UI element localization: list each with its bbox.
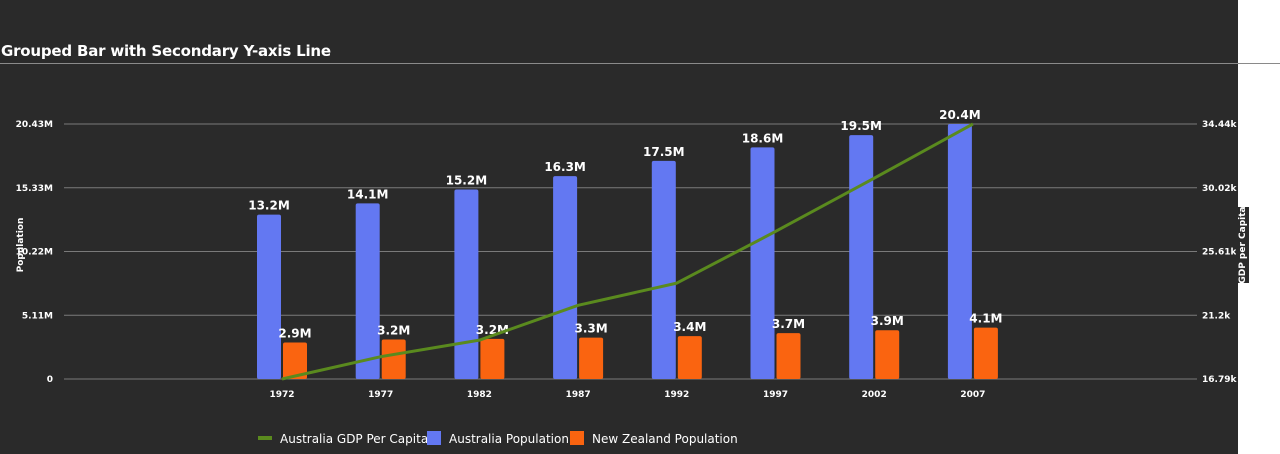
bar: [283, 342, 307, 379]
bar-data-label: 3.4M: [673, 320, 706, 334]
left-tick-label: 0: [47, 375, 53, 385]
left-tick-label: 5.11M: [22, 311, 53, 321]
bar-data-label: 3.2M: [377, 324, 410, 338]
bar: [947, 124, 972, 379]
legend-label: Australia Population: [449, 432, 569, 446]
bar: [257, 214, 281, 379]
left-axis-title: Population: [16, 218, 26, 273]
bar: [677, 336, 702, 379]
bar-data-label: 3.3M: [574, 322, 607, 336]
x-tick-label: 1977: [368, 390, 393, 400]
x-tick-label: 1997: [763, 390, 788, 400]
bar: [750, 147, 775, 379]
bar-data-label: 14.1M: [347, 187, 389, 201]
left-axis-ticks: 0 5.11M 10.22M 15.33M 20.43M: [16, 120, 53, 385]
right-tick-label: 34.44k: [1202, 120, 1237, 130]
gridlines: [64, 123, 1197, 380]
bar: [849, 135, 874, 379]
bar: [579, 337, 604, 379]
x-tick-label: 2007: [960, 390, 985, 400]
chart-panel: [0, 0, 1238, 454]
bar-data-label: 4.1M: [969, 312, 1002, 326]
gdp-line: [281, 122, 974, 381]
bar-data-labels: 13.2M 14.1M 15.2M 16.3M 17.5M 18.6M 19.5M 20.4M…: [248, 108, 1002, 340]
x-tick-label: 1982: [467, 390, 492, 400]
bar-data-label: 19.5M: [840, 119, 882, 133]
axis-titles: Population GDP per Capita: [16, 206, 1249, 284]
bar: [776, 333, 801, 379]
bar: [454, 189, 479, 379]
bar-data-label: 13.2M: [248, 199, 290, 213]
right-tick-label: 21.2k: [1202, 311, 1231, 321]
legend: Australia GDP Per Capita Australia Popula…: [258, 431, 738, 446]
right-tick-label: 16.79k: [1202, 375, 1237, 385]
bar-data-label: 3.7M: [772, 317, 805, 331]
bar-series: [257, 124, 998, 379]
left-tick-label: 20.43M: [16, 120, 53, 130]
right-axis-title-bg: [1236, 207, 1249, 283]
chart-title: Grouped Bar with Secondary Y-axis Line: [1, 42, 331, 60]
x-tick-label: 1972: [269, 390, 294, 400]
legend-swatch-bar: [427, 431, 441, 445]
legend-swatch-bar: [570, 431, 584, 445]
x-tick-label: 2002: [862, 390, 887, 400]
bar: [553, 176, 578, 379]
bar: [355, 203, 380, 379]
right-tick-label: 30.02k: [1202, 184, 1237, 194]
bar-data-label: 20.4M: [939, 108, 981, 122]
legend-label: New Zealand Population: [592, 432, 738, 446]
x-tick-label: 1987: [566, 390, 591, 400]
bar: [480, 338, 505, 379]
bar-data-label: 17.5M: [643, 145, 685, 159]
bar: [973, 327, 998, 379]
x-tick-label: 1992: [664, 390, 689, 400]
right-axis-title: GDP per Capita: [1238, 206, 1248, 283]
bar-data-label: 3.9M: [871, 314, 904, 328]
legend-label: Australia GDP Per Capita: [280, 432, 428, 446]
bar: [381, 339, 406, 379]
title-divider: [0, 63, 1280, 64]
bar: [875, 330, 900, 379]
left-tick-label: 10.22M: [16, 248, 53, 258]
bar-data-label: 18.6M: [742, 131, 784, 145]
right-axis-ticks: 16.79k 21.2k 25.61k 30.02k 34.44k: [1202, 120, 1237, 385]
bar: [651, 160, 676, 379]
left-tick-label: 15.33M: [16, 184, 53, 194]
legend-swatch-line: [258, 436, 272, 440]
bar-data-label: 16.3M: [544, 160, 586, 174]
bar-data-label: 2.9M: [278, 326, 311, 340]
right-tick-label: 25.61k: [1202, 248, 1237, 258]
x-axis-ticks: 1972 1977 1982 1987 1992 1997 2002 2007: [269, 390, 985, 400]
line-series: [281, 122, 974, 381]
bar-data-label: 15.2M: [446, 174, 488, 188]
